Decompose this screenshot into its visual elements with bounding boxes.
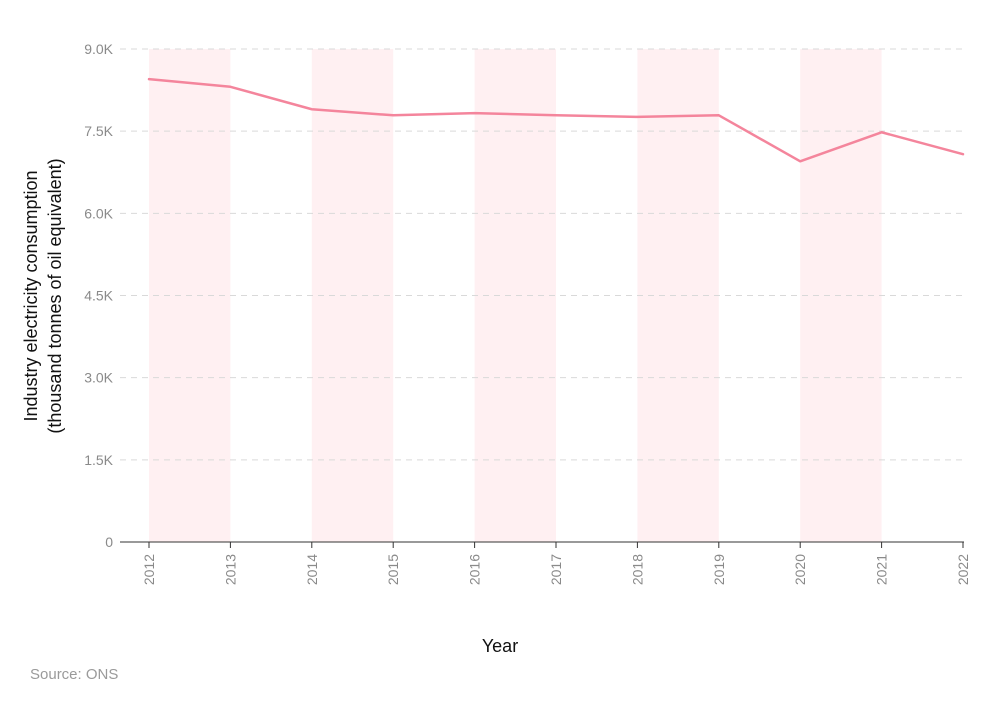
x-tick-label: 2019 [711, 554, 727, 585]
x-tick-label: 2013 [222, 554, 238, 585]
x-axis-title: Year [482, 636, 518, 656]
y-tick-label: 7.5K [84, 123, 113, 139]
x-tick-label: 2018 [629, 554, 645, 585]
y-tick-label: 4.5K [84, 288, 113, 304]
x-tick-label: 2016 [467, 554, 483, 585]
gridlines [120, 48, 963, 461]
source-note: Source: ONS [30, 666, 119, 683]
y-tick-label: 6.0K [84, 205, 113, 221]
y-axis-title-line-1: Industry electricity consumption [21, 170, 41, 421]
y-tick-label: 9.0K [84, 41, 113, 57]
y-tick-label: 3.0K [84, 370, 113, 386]
x-tick-label: 2014 [304, 554, 320, 585]
x-tick-label: 2020 [792, 554, 808, 585]
y-tick-label: 1.5K [84, 452, 113, 468]
series-layer [147, 77, 965, 163]
x-tick-label: 2017 [548, 554, 564, 585]
x-tick-label: 2015 [385, 554, 401, 585]
x-tick-label: 2021 [874, 554, 890, 585]
y-axis-ticks: 0 1.5K 3.0K 4.5K 6.0K 7.5K 9.0K [84, 41, 113, 550]
x-tick-label: 2022 [955, 554, 971, 585]
x-axis: 2012 2013 2014 2015 2016 2017 2018 2019 2020 2021… [120, 541, 971, 585]
x-tick-label: 2012 [141, 554, 157, 585]
y-tick-label: 0 [105, 534, 113, 550]
y-axis-title-line-2: (thousand tonnes of oil equivalent) [45, 158, 65, 433]
